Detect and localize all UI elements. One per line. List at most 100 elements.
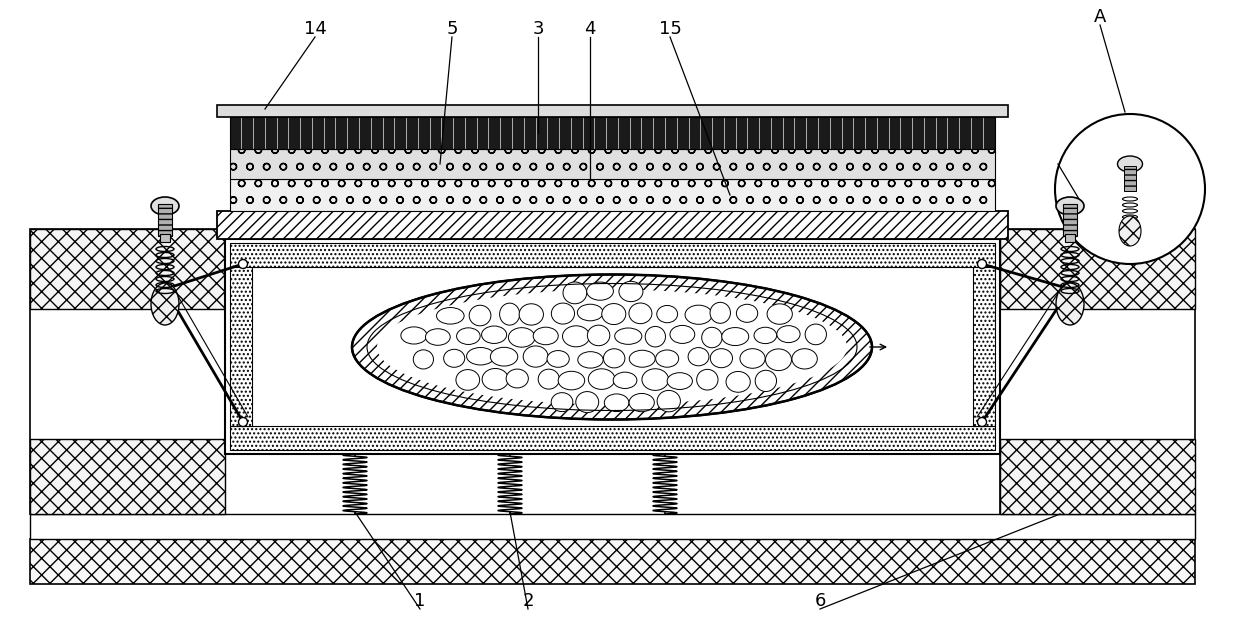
Bar	[30, 229, 225, 309]
Bar	[584, 117, 595, 149]
Bar	[948, 117, 959, 149]
Bar	[489, 117, 501, 149]
Ellipse shape	[491, 347, 518, 366]
Bar	[1000, 229, 1194, 514]
Circle shape	[978, 418, 986, 426]
Bar	[230, 117, 242, 149]
Bar	[984, 117, 995, 149]
Ellipse shape	[722, 328, 748, 345]
Bar	[160, 234, 170, 242]
Ellipse shape	[615, 328, 642, 344]
Ellipse shape	[425, 329, 450, 345]
Ellipse shape	[538, 369, 559, 389]
Ellipse shape	[563, 326, 590, 347]
Bar	[455, 117, 465, 149]
Bar	[807, 117, 818, 149]
Ellipse shape	[151, 197, 178, 215]
Ellipse shape	[482, 369, 508, 390]
Ellipse shape	[533, 327, 559, 345]
Ellipse shape	[756, 370, 777, 391]
Ellipse shape	[642, 369, 669, 391]
Bar	[301, 117, 312, 149]
Ellipse shape	[558, 371, 585, 390]
Ellipse shape	[548, 350, 569, 367]
Bar	[760, 117, 771, 149]
Ellipse shape	[701, 327, 722, 348]
Bar	[1000, 439, 1194, 514]
Ellipse shape	[507, 369, 528, 388]
Ellipse shape	[499, 303, 519, 325]
Text: 5: 5	[446, 20, 457, 38]
Ellipse shape	[589, 369, 615, 389]
Bar	[843, 117, 854, 149]
Text: 14: 14	[304, 20, 326, 38]
Ellipse shape	[620, 281, 643, 302]
Bar	[313, 117, 323, 149]
Bar	[408, 117, 418, 149]
Bar	[525, 117, 535, 149]
Bar	[536, 117, 548, 149]
Ellipse shape	[563, 282, 587, 304]
Ellipse shape	[629, 303, 652, 324]
Bar	[877, 117, 888, 149]
Ellipse shape	[710, 348, 732, 368]
Bar	[325, 117, 336, 149]
Bar	[1000, 229, 1194, 309]
Bar	[442, 117, 453, 149]
Ellipse shape	[467, 347, 494, 365]
Ellipse shape	[646, 326, 665, 347]
Bar	[217, 211, 1009, 239]
Bar	[502, 117, 512, 149]
Text: A: A	[1094, 8, 1106, 26]
Bar	[973, 267, 995, 426]
Ellipse shape	[151, 283, 178, 325]
Bar	[748, 117, 760, 149]
Circle shape	[1054, 114, 1206, 264]
Ellipse shape	[377, 289, 847, 404]
Ellipse shape	[805, 324, 826, 345]
Text: 4: 4	[585, 20, 596, 38]
Bar	[361, 117, 370, 149]
Ellipse shape	[766, 349, 792, 370]
Ellipse shape	[577, 304, 603, 321]
Ellipse shape	[755, 327, 777, 343]
Bar	[783, 117, 794, 149]
Ellipse shape	[401, 327, 427, 344]
Ellipse shape	[792, 348, 818, 369]
Ellipse shape	[685, 305, 712, 325]
Bar	[466, 117, 477, 149]
Bar	[643, 117, 653, 149]
Bar	[1124, 166, 1136, 191]
Ellipse shape	[736, 304, 758, 322]
Bar	[937, 117, 948, 149]
Ellipse shape	[414, 350, 434, 369]
Bar	[395, 117, 406, 149]
Text: 6: 6	[814, 592, 825, 610]
Ellipse shape	[657, 306, 678, 323]
Bar	[549, 117, 559, 149]
Ellipse shape	[605, 394, 629, 411]
Ellipse shape	[1118, 156, 1142, 172]
Bar	[890, 117, 901, 149]
Bar	[631, 117, 642, 149]
Ellipse shape	[1119, 216, 1141, 246]
Ellipse shape	[576, 392, 598, 413]
Bar	[225, 239, 1000, 454]
Bar	[795, 117, 807, 149]
Bar	[30, 439, 225, 514]
Circle shape	[978, 260, 986, 269]
Ellipse shape	[519, 304, 544, 325]
Ellipse shape	[657, 391, 680, 412]
Bar	[772, 117, 783, 149]
Bar	[159, 204, 172, 236]
Bar	[620, 117, 629, 149]
Bar	[278, 117, 289, 149]
Bar	[30, 539, 1194, 584]
Bar	[266, 117, 276, 149]
Bar	[971, 117, 983, 149]
Bar	[701, 117, 712, 149]
Bar	[689, 117, 700, 149]
Ellipse shape	[613, 372, 637, 389]
Text: 1: 1	[414, 592, 426, 610]
Ellipse shape	[726, 372, 751, 392]
